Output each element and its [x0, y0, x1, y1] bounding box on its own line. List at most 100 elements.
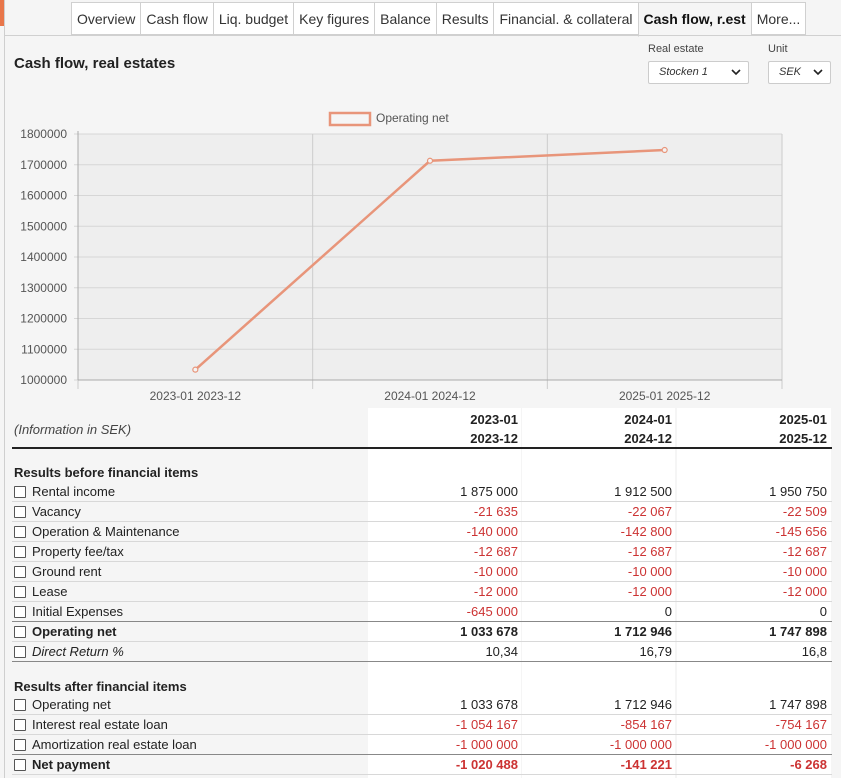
section-title-before-financial: Results before financial items	[14, 465, 199, 480]
header-rule	[12, 447, 832, 449]
row-value: -1 000 000	[455, 737, 518, 752]
table-row: Property fee/tax -12 687 -12 687 -12 687	[12, 542, 832, 562]
row-value: -141 221	[620, 757, 672, 772]
row-value: -140 000	[466, 524, 518, 539]
x-tick-label: 2023-01 2023-12	[150, 389, 242, 403]
row-value: -22 509	[782, 504, 827, 519]
tab-bar: Overview Cash flow Liq. budget Key figur…	[71, 2, 807, 37]
page-title: Cash flow, real estates	[14, 55, 176, 72]
y-tick-label: 1700000	[20, 158, 67, 172]
left-border	[4, 0, 5, 778]
column-header-3: 2025-01 2025-12	[677, 410, 827, 448]
row-value: -6 268	[790, 757, 827, 772]
row-label: Interest real estate loan	[32, 717, 168, 732]
y-tick-label: 1400000	[20, 250, 67, 264]
row-value: -12 000	[627, 584, 672, 599]
table-row: Operating net 1 033 678 1 712 946 1 747 898	[12, 622, 832, 642]
tab-cash-flow-real-estate[interactable]: Cash flow, r.est	[637, 2, 751, 37]
table-row: Amortization real estate loan -1 000 000 -…	[12, 735, 832, 755]
row-value: 1 712 946	[614, 624, 672, 639]
y-tick-label: 1800000	[20, 127, 67, 141]
line-chart: 1800000 1700000 1600000 1500000 1400000 13000…	[20, 111, 783, 403]
x-tick-label: 2024-01 2024-12	[384, 389, 476, 403]
row-value: 1 712 946	[614, 697, 672, 712]
row-value: -12 000	[473, 584, 518, 599]
row-value: 1 875 000	[460, 484, 518, 499]
chevron-down-icon	[731, 69, 741, 76]
real-estate-value: Stocken 1	[659, 66, 708, 78]
real-estate-select[interactable]: Stocken 1	[648, 61, 749, 84]
row-checkbox[interactable]	[14, 566, 26, 578]
row-checkbox[interactable]	[14, 739, 26, 751]
column-header-end: 2023-12	[470, 431, 518, 446]
row-value: -10 000	[782, 564, 827, 579]
row-value: -12 000	[782, 584, 827, 599]
tab-more[interactable]: More...	[750, 2, 807, 35]
column-header-end: 2024-12	[624, 431, 672, 446]
unit-value: SEK	[779, 66, 802, 78]
row-checkbox[interactable]	[14, 606, 26, 618]
tab-results[interactable]: Results	[435, 2, 494, 35]
row-label: Operation & Maintenance	[32, 524, 180, 539]
legend-label: Operating net	[376, 111, 449, 125]
row-label: Amortization real estate loan	[32, 737, 197, 752]
row-value: 0	[819, 604, 827, 619]
row-checkbox[interactable]	[14, 719, 26, 731]
row-value: -12 687	[782, 544, 827, 559]
row-value: -142 800	[620, 524, 672, 539]
tab-liq-budget[interactable]: Liq. budget	[212, 2, 294, 35]
table-row: Lease -12 000 -12 000 -12 000	[12, 582, 832, 602]
tab-financial-collateral[interactable]: Financial. & collateral	[493, 2, 638, 35]
row-value: -1 000 000	[609, 737, 672, 752]
y-tick-label: 1000000	[20, 373, 67, 387]
x-tick-label: 2025-01 2025-12	[619, 389, 711, 403]
table-row: Initial Expenses -645 000 0 0	[12, 602, 832, 622]
row-checkbox[interactable]	[14, 626, 26, 638]
row-checkbox[interactable]	[14, 486, 26, 498]
row-value: 16,79	[639, 644, 672, 659]
column-header-end: 2025-12	[779, 431, 827, 446]
corner-accent	[0, 0, 4, 26]
row-checkbox[interactable]	[14, 526, 26, 538]
row-checkbox[interactable]	[14, 699, 26, 711]
row-checkbox[interactable]	[14, 586, 26, 598]
info-currency-note: (Information in SEK)	[14, 422, 132, 437]
column-header-start: 2023-01	[470, 412, 518, 427]
real-estate-label: Real estate	[648, 43, 704, 55]
y-tick-label: 1500000	[20, 219, 67, 233]
row-label: Operating net	[32, 624, 117, 639]
row-value: 10,34	[485, 644, 518, 659]
row-label: Ground rent	[32, 564, 102, 579]
row-value: -1 000 000	[764, 737, 827, 752]
row-checkbox[interactable]	[14, 546, 26, 558]
row-label: Initial Expenses	[32, 604, 124, 619]
tab-cash-flow[interactable]: Cash flow	[140, 2, 213, 35]
legend-swatch	[328, 111, 372, 127]
row-value: -145 656	[775, 524, 827, 539]
row-value: -10 000	[473, 564, 518, 579]
tab-key-figures[interactable]: Key figures	[293, 2, 375, 35]
y-tick-label: 1100000	[21, 342, 67, 356]
tab-balance[interactable]: Balance	[374, 2, 436, 35]
table-row: Direct Return % 10,34 16,79 16,8	[12, 642, 832, 662]
chevron-down-icon	[813, 69, 823, 76]
table-row: Operation & Maintenance -140 000 -142 800 -…	[12, 522, 832, 542]
row-value: 1 747 898	[769, 624, 827, 639]
row-checkbox[interactable]	[14, 759, 26, 771]
table-row: Operating net 1 033 678 1 712 946 1 747 898	[12, 695, 832, 715]
unit-select[interactable]: SEK	[768, 61, 831, 84]
table-row: Rental income 1 875 000 1 912 500 1 950 750	[12, 482, 832, 502]
row-checkbox[interactable]	[14, 646, 26, 658]
row-label: Lease	[32, 584, 68, 599]
row-value: -645 000	[466, 604, 518, 619]
data-point	[661, 146, 668, 154]
table-row: Net payment -1 020 488 -141 221 -6 268	[12, 755, 832, 775]
unit-label: Unit	[768, 43, 788, 55]
data-point	[426, 157, 434, 164]
row-value: -1 054 167	[455, 717, 518, 732]
tab-overview[interactable]: Overview	[71, 2, 141, 35]
row-label: Operating net	[32, 697, 111, 712]
row-value: 1 912 500	[614, 484, 672, 499]
column-header-start: 2024-01	[624, 412, 672, 427]
row-checkbox[interactable]	[14, 506, 26, 518]
